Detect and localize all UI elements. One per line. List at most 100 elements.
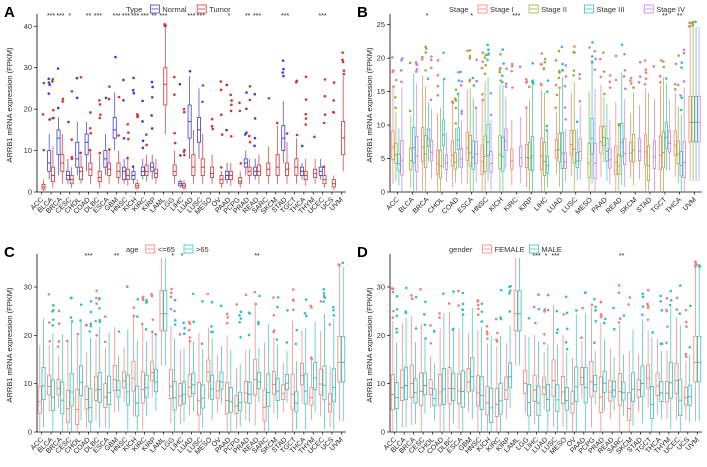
box [555,384,560,412]
box [97,372,102,403]
box [421,127,425,162]
outlier-point [590,55,594,58]
x-tick-label: KIRP [518,196,535,213]
outlier-point [225,128,228,132]
outlier-point [662,60,665,63]
outlier-point [641,305,645,308]
outlier-point [332,305,335,309]
outlier-point [480,320,484,323]
outlier-point [391,316,395,319]
outlier-point [411,297,414,301]
outlier-point [682,48,686,52]
outlier-point [210,117,214,121]
outlier-point [442,77,446,81]
outlier-point [144,327,148,331]
box [331,368,336,403]
outlier-point [565,327,569,331]
box [271,371,276,395]
significance-label: ** [677,13,683,20]
legend-title: gender [449,245,473,254]
outlier-point [57,322,61,326]
box [41,366,46,400]
outlier-point [617,291,621,295]
outlier-point [51,324,55,327]
outlier-point [182,110,186,114]
outlier-point [126,137,130,141]
outlier-point [201,100,204,104]
legend-entry: Stage I [490,5,514,14]
outlier-point [684,355,688,358]
outlier-point [429,341,433,345]
box [561,376,566,404]
outlier-point [104,96,108,100]
legend-key [145,244,156,254]
outlier-point [436,84,440,88]
outlier-point [150,292,153,296]
box [536,385,541,417]
outlier-point [629,79,632,82]
outlier-point [646,304,650,308]
box [664,122,668,149]
box [589,361,594,398]
outlier-point [48,83,51,87]
outlier-point [694,262,698,266]
outlier-point [555,309,559,313]
outlier-point [622,75,626,78]
y-tick-label: 20 [377,331,385,340]
outlier-point [210,125,214,128]
significance-label: ** [662,13,668,20]
outlier-point [489,113,493,117]
box [532,374,537,402]
outlier-point [496,331,499,335]
box [65,390,70,423]
significance-label: * [545,253,548,260]
outlier-point [341,58,344,62]
box [432,388,437,407]
outlier-point [644,71,648,74]
outlier-point [688,345,692,349]
outlier-point [225,312,229,316]
outlier-point [322,288,326,291]
box [275,378,280,401]
outlier-point [468,78,472,82]
box [197,381,201,416]
outlier-point [41,113,45,116]
box [341,335,346,383]
outlier-point [56,345,60,348]
outlier-point [89,111,92,114]
outlier-point [332,99,335,102]
box [409,147,413,171]
box [554,139,558,159]
outlier-point [669,289,673,293]
outlier-point [508,292,511,295]
outlier-point [150,114,153,117]
box [116,380,121,398]
box [453,152,457,170]
box [614,145,618,176]
outlier-point [660,309,664,312]
box [210,374,215,400]
outlier-point [691,24,695,27]
outlier-point [485,324,489,328]
outlier-point [602,51,605,54]
significance-label: *** [532,253,540,260]
box [84,386,89,410]
box [47,374,52,396]
box [172,381,177,411]
outlier-point [219,88,223,92]
legend-entry: Stage III [597,5,625,14]
box [646,145,651,182]
outlier-point [341,261,345,265]
outlier-point [220,166,223,169]
outlier-point [691,21,695,25]
box [583,366,588,404]
outlier-point [684,320,688,324]
outlier-point [56,106,60,110]
outlier-point [453,97,457,100]
outlier-point [117,95,121,99]
outlier-point [272,330,275,334]
outlier-point [678,284,682,287]
outlier-point [429,324,432,327]
outlier-point [461,291,465,295]
outlier-point [70,320,74,323]
